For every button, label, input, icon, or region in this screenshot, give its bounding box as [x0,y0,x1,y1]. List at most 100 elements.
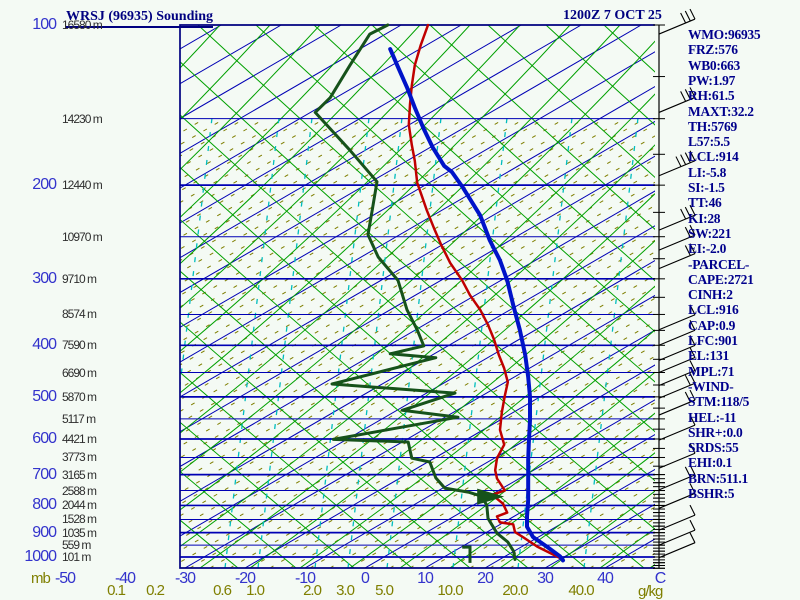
wind-barb [658,483,696,509]
wind-barb [658,320,696,346]
wind-barb [658,389,696,416]
grid-moist-adiabat [180,25,621,434]
grid-isotherm [180,25,342,120]
grid-moist-dash [517,117,573,568]
grid-isotherm [180,25,462,189]
grid-isotherm [180,25,222,50]
grid-moist-adiabat [180,25,271,121]
grid-moist-dash [386,117,442,568]
lcl-arrow-marker [477,488,505,505]
wind-barb [658,224,696,251]
grid-moist-dash [180,117,213,391]
grid-mixratio-dash [0,118,166,568]
grid-moist-adiabat [449,412,655,568]
grid-dry-adiabat [180,166,645,568]
grid-moist-adiabat [180,40,655,473]
plot-border [179,24,655,569]
grid-moist-adiabat [180,25,521,352]
wind-barb [658,347,696,374]
grid-isotherm [180,25,522,224]
grid-mixratio-dash [180,117,187,122]
grid-layer [0,25,800,568]
grid-dry-adiabat [180,321,471,568]
grid-dry-adiabat [255,25,655,383]
wind-barb [658,442,696,469]
grid-moist-adiabat [180,25,471,309]
grid-dry-adiabat [180,371,413,568]
grid-isotherm [424,434,655,568]
grid-moist-adiabat [599,527,655,568]
wind-barb [658,504,696,531]
grid-moist-adiabat [299,285,655,568]
grid-moist-dash [314,117,370,568]
grid-dry-adiabat [371,25,655,282]
grid-mixratio-dash [649,564,655,568]
grid-dry-adiabat [487,25,655,179]
grid-mixratio-dash [0,118,106,568]
grid-isotherm [180,155,655,433]
wind-barb [658,87,696,113]
grid-dry-adiabat [603,25,655,73]
wind-barb [658,414,696,441]
wind-barb [658,532,696,559]
surface-marker [462,545,472,563]
grid-moist-dash [452,117,508,568]
grid-dry-adiabat [180,421,355,568]
grid-isotherm [665,25,800,568]
grid-dry-adiabat [429,25,655,230]
grid-dry-adiabat [662,25,800,568]
grid-dry-adiabat [313,25,655,333]
grid-mixratio-dash [180,117,207,134]
grid-isotherm [180,25,582,259]
grid-isotherm [364,399,655,568]
grid-mixratio-dash [0,118,46,568]
grid-dry-adiabat [545,25,655,126]
grid-moist-adiabat [180,25,221,69]
grid-dry-adiabat [197,25,655,433]
grid-moist-adiabat [199,193,655,568]
grid-moist-dash [583,117,639,568]
grid-isotherm [180,225,655,502]
grid-isotherm [180,25,282,85]
grid-moist-dash [119,118,173,568]
wind-barb [658,304,696,331]
grid-isotherm [484,468,655,568]
grid-dry-adiabat [180,519,239,568]
grid-dry-adiabat [180,114,655,530]
grid-isotherm [180,190,655,468]
wind-barb [658,204,696,231]
grid-mixratio-dash [0,118,6,568]
grid-moist-adiabat [180,25,371,219]
grid-moist-dash [347,117,403,568]
grid-mixratio-dash [0,118,26,568]
grid-dry-adiabat [180,61,655,482]
grid-isotherm [180,260,655,537]
grid-isotherm [180,25,402,154]
wind-barb [658,150,696,177]
grid-moist-adiabat [180,25,571,394]
grid-mixratio-dash [0,118,86,568]
grid-dry-adiabat [180,270,529,568]
grid-moist-dash [224,117,280,568]
wind-barb [658,360,696,386]
grid-moist-adiabat [180,25,421,265]
grid-isotherm [180,25,642,294]
wind-barb [658,335,696,361]
parcel-trace [388,47,565,563]
grid-dry-adiabat [180,470,297,568]
grid-moist-adiabat [499,452,655,568]
grid-moist-adiabat [180,25,321,171]
grid-isotherm [180,120,655,398]
wind-barb [658,8,696,35]
grid-moist-adiabat [249,240,655,568]
grid-moist-dash [257,117,313,568]
grid-isotherm [304,364,655,568]
temperature-trace [407,23,565,561]
grid-mixratio-dash [0,118,146,568]
grid-mixratio-dash [0,118,126,568]
grid-mixratio-dash [0,118,66,568]
grid-moist-adiabat [180,93,655,511]
wind-barb [658,372,696,399]
